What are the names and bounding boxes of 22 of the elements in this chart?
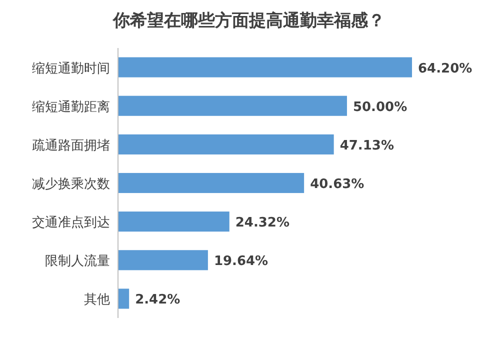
y-tick-label: 减少换乘次数 xyxy=(32,177,110,192)
data-label: 2.42% xyxy=(135,292,180,308)
bar xyxy=(118,212,230,232)
data-label: 19.64% xyxy=(214,254,268,270)
y-tick-label: 缩短通勤距离 xyxy=(32,98,110,115)
bar xyxy=(118,250,208,270)
bar xyxy=(118,96,347,116)
data-label: 47.13% xyxy=(340,138,394,154)
y-tick-label: 限制人流量 xyxy=(45,253,110,270)
y-tick-label: 疏通路面拥堵 xyxy=(32,138,110,154)
chart-title: 你希望在哪些方面提高通勤幸福感？ xyxy=(112,11,385,31)
data-label: 24.32% xyxy=(235,216,290,231)
y-tick-label: 交通准点到达 xyxy=(32,214,110,231)
bar xyxy=(118,134,334,154)
y-tick-label: 其他 xyxy=(84,292,110,308)
bar xyxy=(118,288,130,309)
data-label: 64.20% xyxy=(418,61,472,76)
data-label: 40.63% xyxy=(310,177,364,192)
bar xyxy=(118,172,304,194)
data-label: 50.00% xyxy=(352,100,408,115)
bar xyxy=(118,57,412,78)
y-tick-label: 缩短通勤时间 xyxy=(32,61,110,76)
